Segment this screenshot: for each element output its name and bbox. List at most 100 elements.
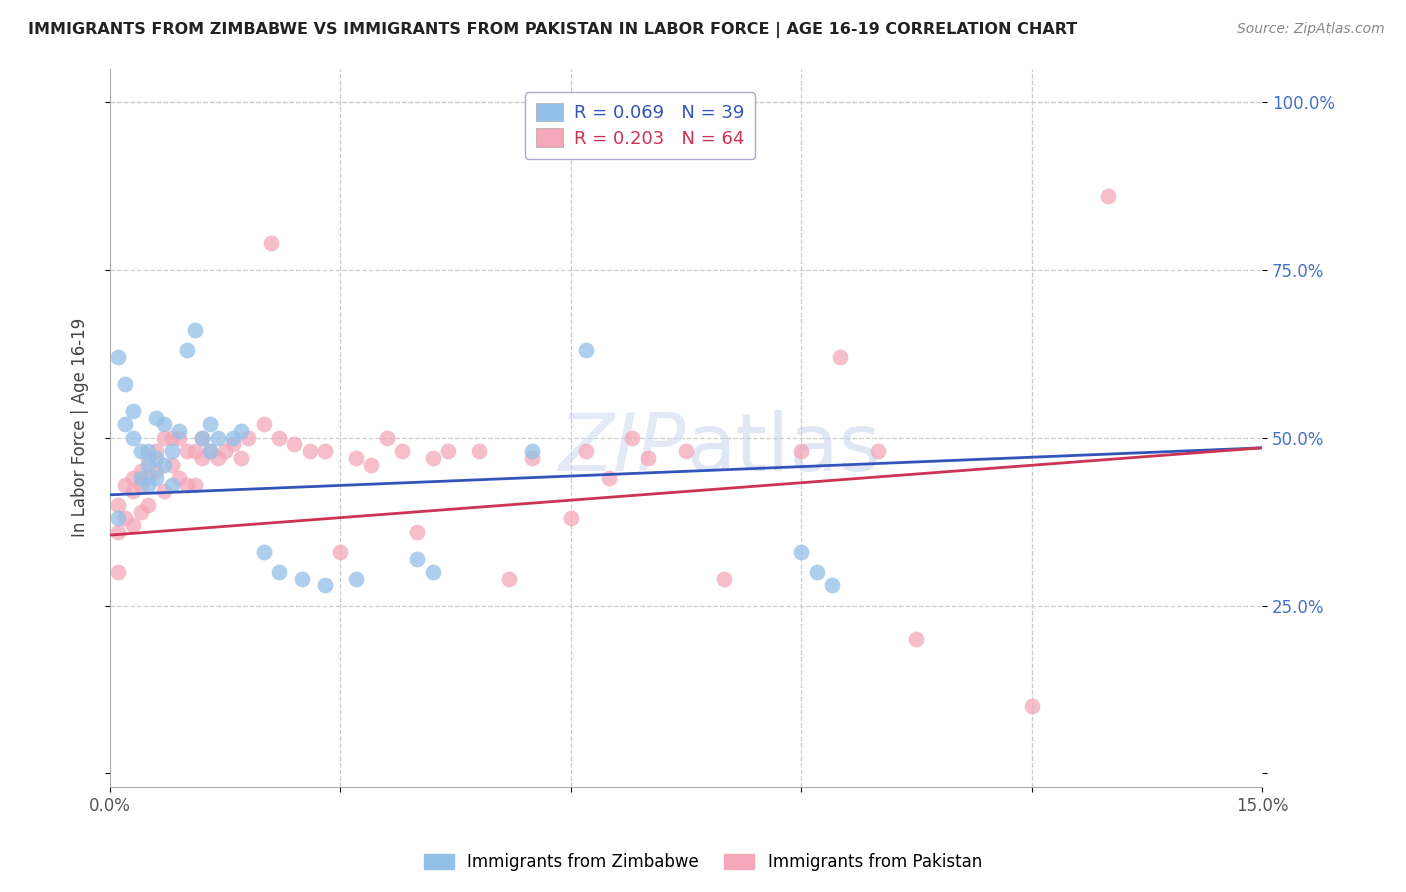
Text: atlas: atlas	[686, 410, 880, 488]
Point	[183, 477, 205, 491]
Point	[1097, 189, 1119, 203]
Point	[122, 484, 145, 499]
Point	[198, 417, 221, 432]
Point	[905, 632, 928, 647]
Point	[167, 431, 190, 445]
Text: IMMIGRANTS FROM ZIMBABWE VS IMMIGRANTS FROM PAKISTAN IN LABOR FORCE | AGE 16-19 : IMMIGRANTS FROM ZIMBABWE VS IMMIGRANTS F…	[28, 22, 1077, 38]
Point	[191, 450, 214, 465]
Point	[198, 444, 221, 458]
Legend: Immigrants from Zimbabwe, Immigrants from Pakistan: Immigrants from Zimbabwe, Immigrants fro…	[416, 845, 990, 880]
Point	[267, 431, 290, 445]
Point	[598, 471, 620, 485]
Y-axis label: In Labor Force | Age 16-19: In Labor Force | Age 16-19	[72, 318, 89, 537]
Point	[160, 431, 183, 445]
Point	[314, 578, 336, 592]
Point	[129, 505, 152, 519]
Point	[229, 450, 252, 465]
Point	[138, 444, 160, 458]
Point	[283, 437, 305, 451]
Point	[406, 551, 429, 566]
Point	[329, 545, 352, 559]
Point	[138, 450, 160, 465]
Point	[222, 437, 245, 451]
Point	[160, 444, 183, 458]
Point	[160, 458, 183, 472]
Point	[522, 450, 544, 465]
Point	[560, 511, 582, 525]
Point	[145, 444, 167, 458]
Point	[391, 444, 413, 458]
Point	[167, 424, 190, 438]
Point	[522, 444, 544, 458]
Point	[229, 424, 252, 438]
Point	[129, 464, 152, 478]
Point	[138, 471, 160, 485]
Point	[344, 450, 367, 465]
Point	[114, 511, 136, 525]
Point	[222, 431, 245, 445]
Point	[790, 444, 813, 458]
Point	[790, 545, 813, 559]
Point	[637, 450, 659, 465]
Point	[375, 431, 398, 445]
Point	[198, 444, 221, 458]
Point	[129, 477, 152, 491]
Point	[253, 545, 276, 559]
Point	[422, 565, 444, 579]
Point	[267, 565, 290, 579]
Point	[107, 511, 129, 525]
Point	[575, 444, 598, 458]
Point	[114, 477, 136, 491]
Point	[183, 444, 205, 458]
Point	[406, 524, 429, 539]
Point	[153, 417, 176, 432]
Point	[344, 572, 367, 586]
Point	[314, 444, 336, 458]
Point	[129, 471, 152, 485]
Point	[498, 572, 520, 586]
Point	[114, 417, 136, 432]
Point	[191, 431, 214, 445]
Point	[145, 410, 167, 425]
Point	[191, 431, 214, 445]
Point	[253, 417, 276, 432]
Point	[167, 471, 190, 485]
Point	[868, 444, 890, 458]
Point	[176, 343, 198, 358]
Point	[122, 431, 145, 445]
Point	[207, 431, 229, 445]
Point	[422, 450, 444, 465]
Point	[114, 377, 136, 392]
Legend: R = 0.069   N = 39, R = 0.203   N = 64: R = 0.069 N = 39, R = 0.203 N = 64	[524, 92, 755, 159]
Point	[107, 498, 129, 512]
Point	[145, 471, 167, 485]
Point	[107, 565, 129, 579]
Point	[122, 518, 145, 533]
Point	[621, 431, 644, 445]
Point	[145, 464, 167, 478]
Point	[122, 471, 145, 485]
Point	[713, 572, 735, 586]
Point	[138, 477, 160, 491]
Text: Source: ZipAtlas.com: Source: ZipAtlas.com	[1237, 22, 1385, 37]
Point	[214, 444, 236, 458]
Point	[183, 323, 205, 337]
Point	[437, 444, 460, 458]
Point	[806, 565, 828, 579]
Point	[176, 444, 198, 458]
Point	[107, 350, 129, 364]
Point	[575, 343, 598, 358]
Point	[138, 458, 160, 472]
Point	[828, 350, 851, 364]
Point	[176, 477, 198, 491]
Point	[238, 431, 260, 445]
Point	[129, 444, 152, 458]
Point	[467, 444, 489, 458]
Point	[298, 444, 321, 458]
Point	[107, 524, 129, 539]
Text: ZIP: ZIP	[558, 410, 686, 488]
Point	[122, 404, 145, 418]
Point	[291, 572, 314, 586]
Point	[153, 484, 176, 499]
Point	[360, 458, 382, 472]
